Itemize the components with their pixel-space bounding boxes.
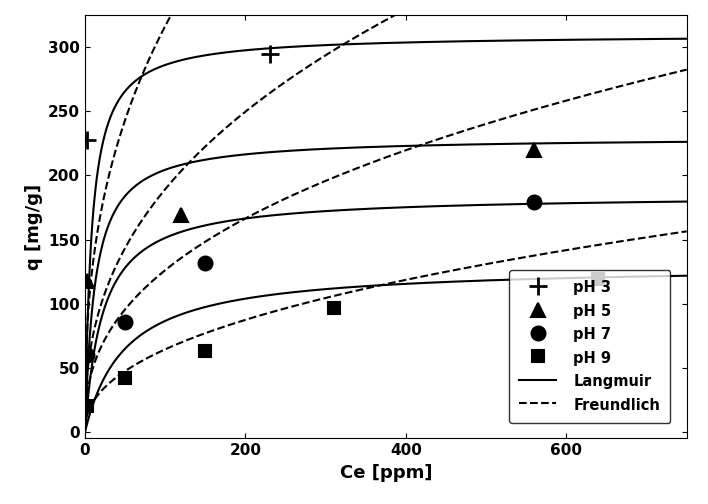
- Y-axis label: q [mg/g]: q [mg/g]: [25, 184, 42, 270]
- X-axis label: Ce [ppm]: Ce [ppm]: [340, 464, 432, 482]
- Legend: pH 3, pH 5, pH 7, pH 9, Langmuir, Freundlich: pH 3, pH 5, pH 7, pH 9, Langmuir, Freund…: [509, 270, 670, 423]
